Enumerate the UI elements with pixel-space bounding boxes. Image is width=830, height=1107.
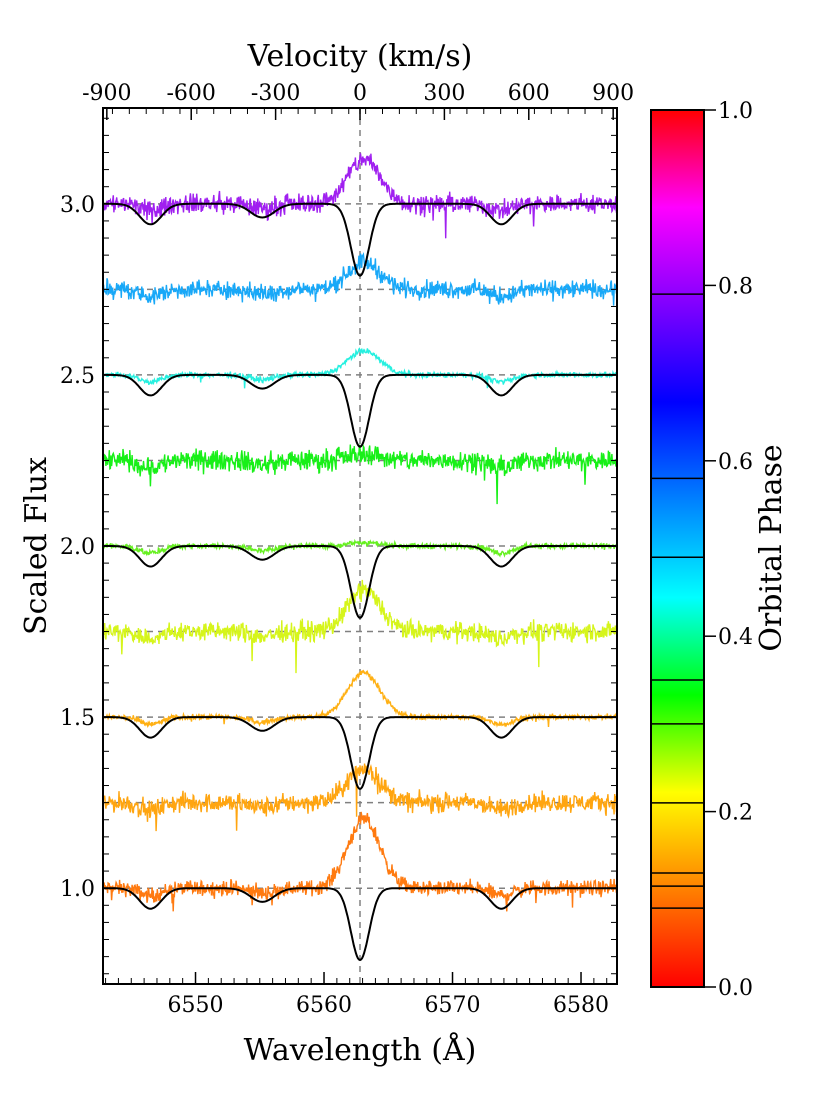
top-tick-label: 300 bbox=[423, 81, 465, 106]
spectrum-phase-0.58 bbox=[103, 251, 617, 306]
observed-spectra bbox=[103, 152, 617, 912]
y-tick-label: 3.0 bbox=[60, 193, 95, 218]
y-tick-label: 1.0 bbox=[60, 877, 95, 902]
y-tick-label: 1.5 bbox=[60, 706, 95, 731]
y-tick-label: 2.5 bbox=[60, 364, 95, 389]
colorbar-tick-label: 0.8 bbox=[718, 274, 753, 299]
x-tick-label: 6580 bbox=[553, 993, 609, 1018]
model-spectrum bbox=[103, 202, 617, 277]
top-tick-label: 900 bbox=[592, 81, 634, 106]
colorbar-tick-label: 1.0 bbox=[718, 99, 753, 124]
spectrum-phase-0.115 bbox=[103, 763, 617, 832]
model-spectrum bbox=[103, 716, 617, 791]
colorbar-markers: 0.0 0.2 0.4 0.6 0.8 1.0 bbox=[651, 99, 753, 1001]
top-tick-label: -900 bbox=[82, 81, 131, 106]
model-spectra bbox=[103, 202, 617, 962]
top-tick-label: -300 bbox=[251, 81, 300, 106]
spectrum-phase-0.21 bbox=[103, 579, 617, 674]
model-spectrum bbox=[103, 887, 617, 962]
model-spectrum bbox=[103, 373, 617, 448]
colorbar-tick-label: 0.4 bbox=[718, 625, 753, 650]
top-tick-label: 600 bbox=[508, 81, 550, 106]
x-tick-label: 6560 bbox=[296, 993, 352, 1018]
spectrum-phase-0.09 bbox=[103, 811, 617, 912]
colorbar-title: Orbital Phase bbox=[754, 444, 789, 651]
top-tick-label: -600 bbox=[167, 81, 216, 106]
colorbar bbox=[650, 109, 705, 988]
colorbar-tick-label: 0.6 bbox=[718, 450, 753, 475]
axis-ticks: 6550 6560 6570 6580 -900 -600 -300 0 300 600 900 1.… bbox=[60, 81, 634, 1018]
x-tick-label: 6570 bbox=[425, 993, 481, 1018]
colorbar-tick-label: 0.2 bbox=[718, 801, 753, 826]
x-axis-title: Wavelength (Å) bbox=[244, 1032, 477, 1068]
y-tick-label: 2.0 bbox=[60, 535, 95, 560]
top-tick-label: 0 bbox=[353, 81, 367, 106]
top-axis-title: Velocity (km/s) bbox=[247, 39, 473, 74]
x-tick-label: 6550 bbox=[168, 993, 224, 1018]
colorbar-tick-label: 0.0 bbox=[718, 976, 753, 1001]
model-spectrum bbox=[103, 545, 617, 620]
y-axis-title: Scaled Flux bbox=[19, 457, 54, 635]
